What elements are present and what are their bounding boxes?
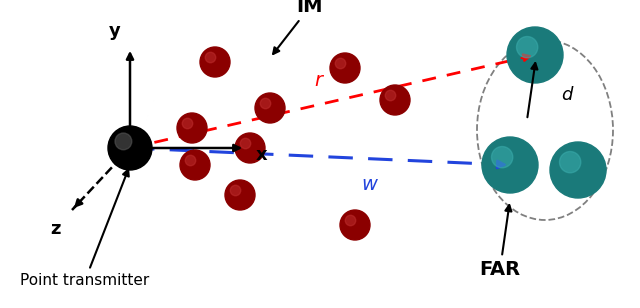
Circle shape — [205, 52, 216, 63]
Text: $\mathbf{y}$: $\mathbf{y}$ — [108, 24, 122, 42]
Text: $\mathbf{x}$: $\mathbf{x}$ — [255, 146, 268, 164]
Circle shape — [225, 180, 255, 210]
Circle shape — [516, 37, 538, 58]
Circle shape — [185, 155, 196, 166]
Circle shape — [182, 118, 193, 129]
Circle shape — [385, 90, 396, 101]
Circle shape — [492, 147, 513, 168]
Circle shape — [507, 27, 563, 83]
Circle shape — [335, 58, 346, 69]
Circle shape — [550, 142, 606, 198]
Text: $d$: $d$ — [561, 86, 575, 104]
Circle shape — [177, 113, 207, 143]
Text: $w$: $w$ — [361, 176, 379, 194]
Circle shape — [345, 215, 356, 226]
Text: $\mathbf{z}$: $\mathbf{z}$ — [51, 220, 62, 238]
Circle shape — [240, 138, 251, 149]
Circle shape — [380, 85, 410, 115]
Circle shape — [200, 47, 230, 77]
Text: FAR: FAR — [479, 205, 520, 279]
Text: Point transmitter: Point transmitter — [20, 170, 150, 288]
Circle shape — [340, 210, 370, 240]
Circle shape — [330, 53, 360, 83]
Circle shape — [180, 150, 210, 180]
Circle shape — [255, 93, 285, 123]
Circle shape — [235, 133, 265, 163]
Circle shape — [230, 185, 241, 196]
Text: $r$: $r$ — [314, 71, 326, 90]
Circle shape — [260, 98, 271, 109]
Circle shape — [559, 152, 581, 173]
Circle shape — [482, 137, 538, 193]
Circle shape — [108, 126, 152, 170]
Circle shape — [115, 133, 132, 150]
Text: IM: IM — [273, 0, 323, 54]
